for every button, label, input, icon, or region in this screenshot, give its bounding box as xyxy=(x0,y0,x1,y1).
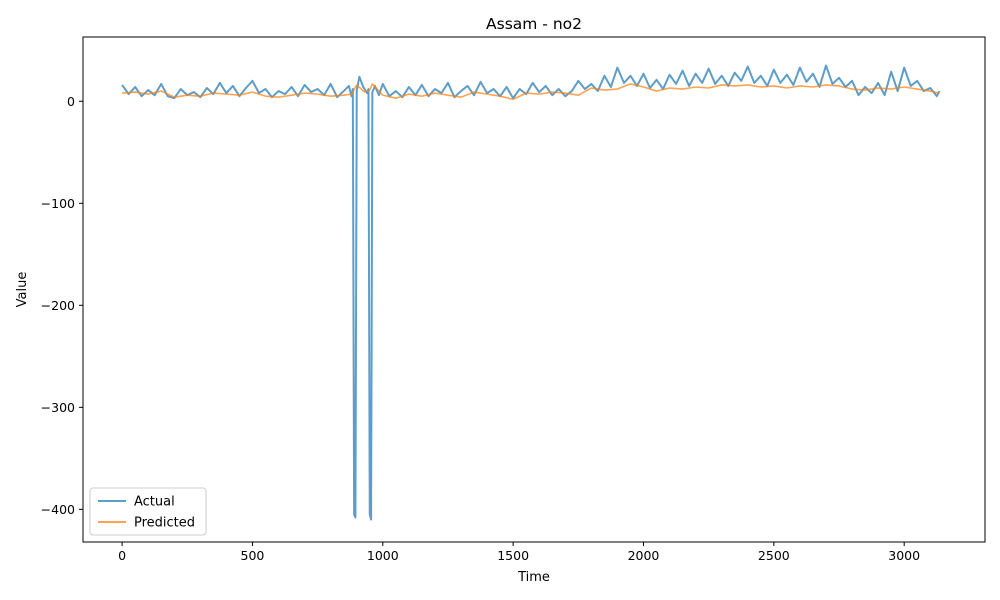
x-axis: 0 500 1000 1500 2000 2500 3000 xyxy=(118,542,920,563)
x-tick-label: 2000 xyxy=(628,548,660,563)
series-line-actual xyxy=(121,64,941,521)
legend-label-actual: Actual xyxy=(134,495,175,510)
y-axis: 0 −100 −200 −300 −400 xyxy=(41,94,83,517)
x-tick-label: 500 xyxy=(241,548,265,563)
plot-area-frame xyxy=(82,36,986,543)
chart-title: Assam - no2 xyxy=(486,15,582,33)
legend-box xyxy=(89,487,207,536)
series-line-predicted xyxy=(122,83,940,101)
legend-label-predicted: Predicted xyxy=(134,516,195,531)
x-tick-label: 2500 xyxy=(758,548,790,563)
y-tick-label: 0 xyxy=(67,94,75,109)
x-tick-label: 0 xyxy=(118,548,126,563)
y-axis-label: Value xyxy=(15,272,30,308)
legend: Actual Predicted xyxy=(89,487,207,536)
y-tick-label: −300 xyxy=(41,400,75,415)
y-tick-label: −400 xyxy=(41,502,75,517)
x-axis-label: Time xyxy=(517,570,550,585)
y-tick-label: −200 xyxy=(41,298,75,313)
plot-series-layer xyxy=(121,64,941,521)
x-tick-label: 1500 xyxy=(497,548,529,563)
x-tick-label: 3000 xyxy=(888,548,920,563)
y-tick-label: −100 xyxy=(41,196,75,211)
x-tick-label: 1000 xyxy=(367,548,399,563)
